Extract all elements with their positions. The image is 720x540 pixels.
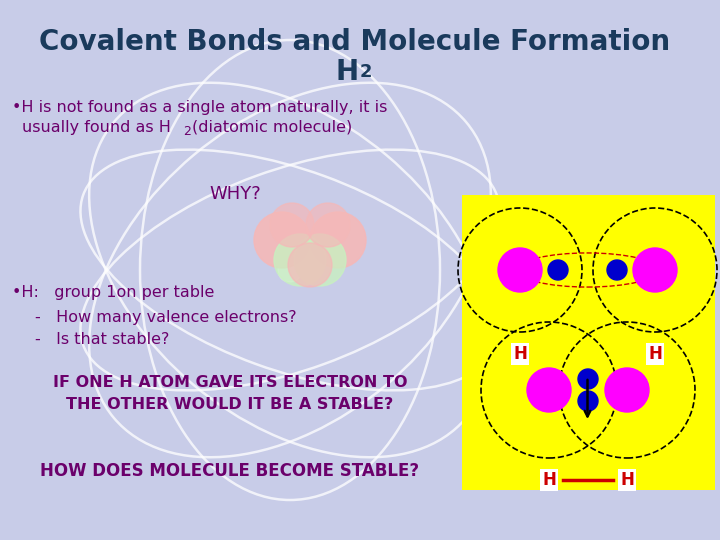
Circle shape: [548, 260, 568, 280]
Circle shape: [578, 391, 598, 411]
Text: usually found as H: usually found as H: [22, 120, 171, 135]
Circle shape: [288, 243, 332, 287]
Text: THE OTHER WOULD IT BE A STABLE?: THE OTHER WOULD IT BE A STABLE?: [66, 397, 394, 412]
Circle shape: [578, 369, 598, 389]
Text: H: H: [542, 471, 556, 489]
Text: H: H: [513, 345, 527, 363]
Circle shape: [310, 212, 366, 268]
Text: 2: 2: [183, 125, 191, 138]
Circle shape: [254, 212, 310, 268]
Circle shape: [605, 368, 649, 412]
Circle shape: [527, 368, 571, 412]
Circle shape: [270, 203, 314, 247]
Text: 2: 2: [360, 63, 372, 81]
Text: WHY?: WHY?: [209, 185, 261, 203]
Text: •H:   group 1on per table: •H: group 1on per table: [12, 285, 215, 300]
Text: •H is not found as a single atom naturally, it is: •H is not found as a single atom natural…: [12, 100, 387, 115]
Text: (diatomic molecule): (diatomic molecule): [192, 120, 352, 135]
Text: HOW DOES MOLECULE BECOME STABLE?: HOW DOES MOLECULE BECOME STABLE?: [40, 462, 420, 480]
Circle shape: [607, 260, 627, 280]
Circle shape: [294, 234, 346, 286]
Circle shape: [306, 203, 350, 247]
Text: -   How many valence electrons?: - How many valence electrons?: [35, 310, 297, 325]
Text: IF ONE H ATOM GAVE ITS ELECTRON TO: IF ONE H ATOM GAVE ITS ELECTRON TO: [53, 375, 408, 390]
Text: H: H: [648, 345, 662, 363]
Circle shape: [633, 248, 677, 292]
Circle shape: [498, 248, 542, 292]
Text: -   Is that stable?: - Is that stable?: [35, 332, 169, 347]
Circle shape: [278, 258, 302, 282]
Text: Covalent Bonds and Molecule Formation: Covalent Bonds and Molecule Formation: [40, 28, 670, 56]
Bar: [462, 195, 715, 490]
Text: H: H: [620, 471, 634, 489]
Text: H: H: [336, 58, 359, 86]
Circle shape: [274, 234, 326, 286]
